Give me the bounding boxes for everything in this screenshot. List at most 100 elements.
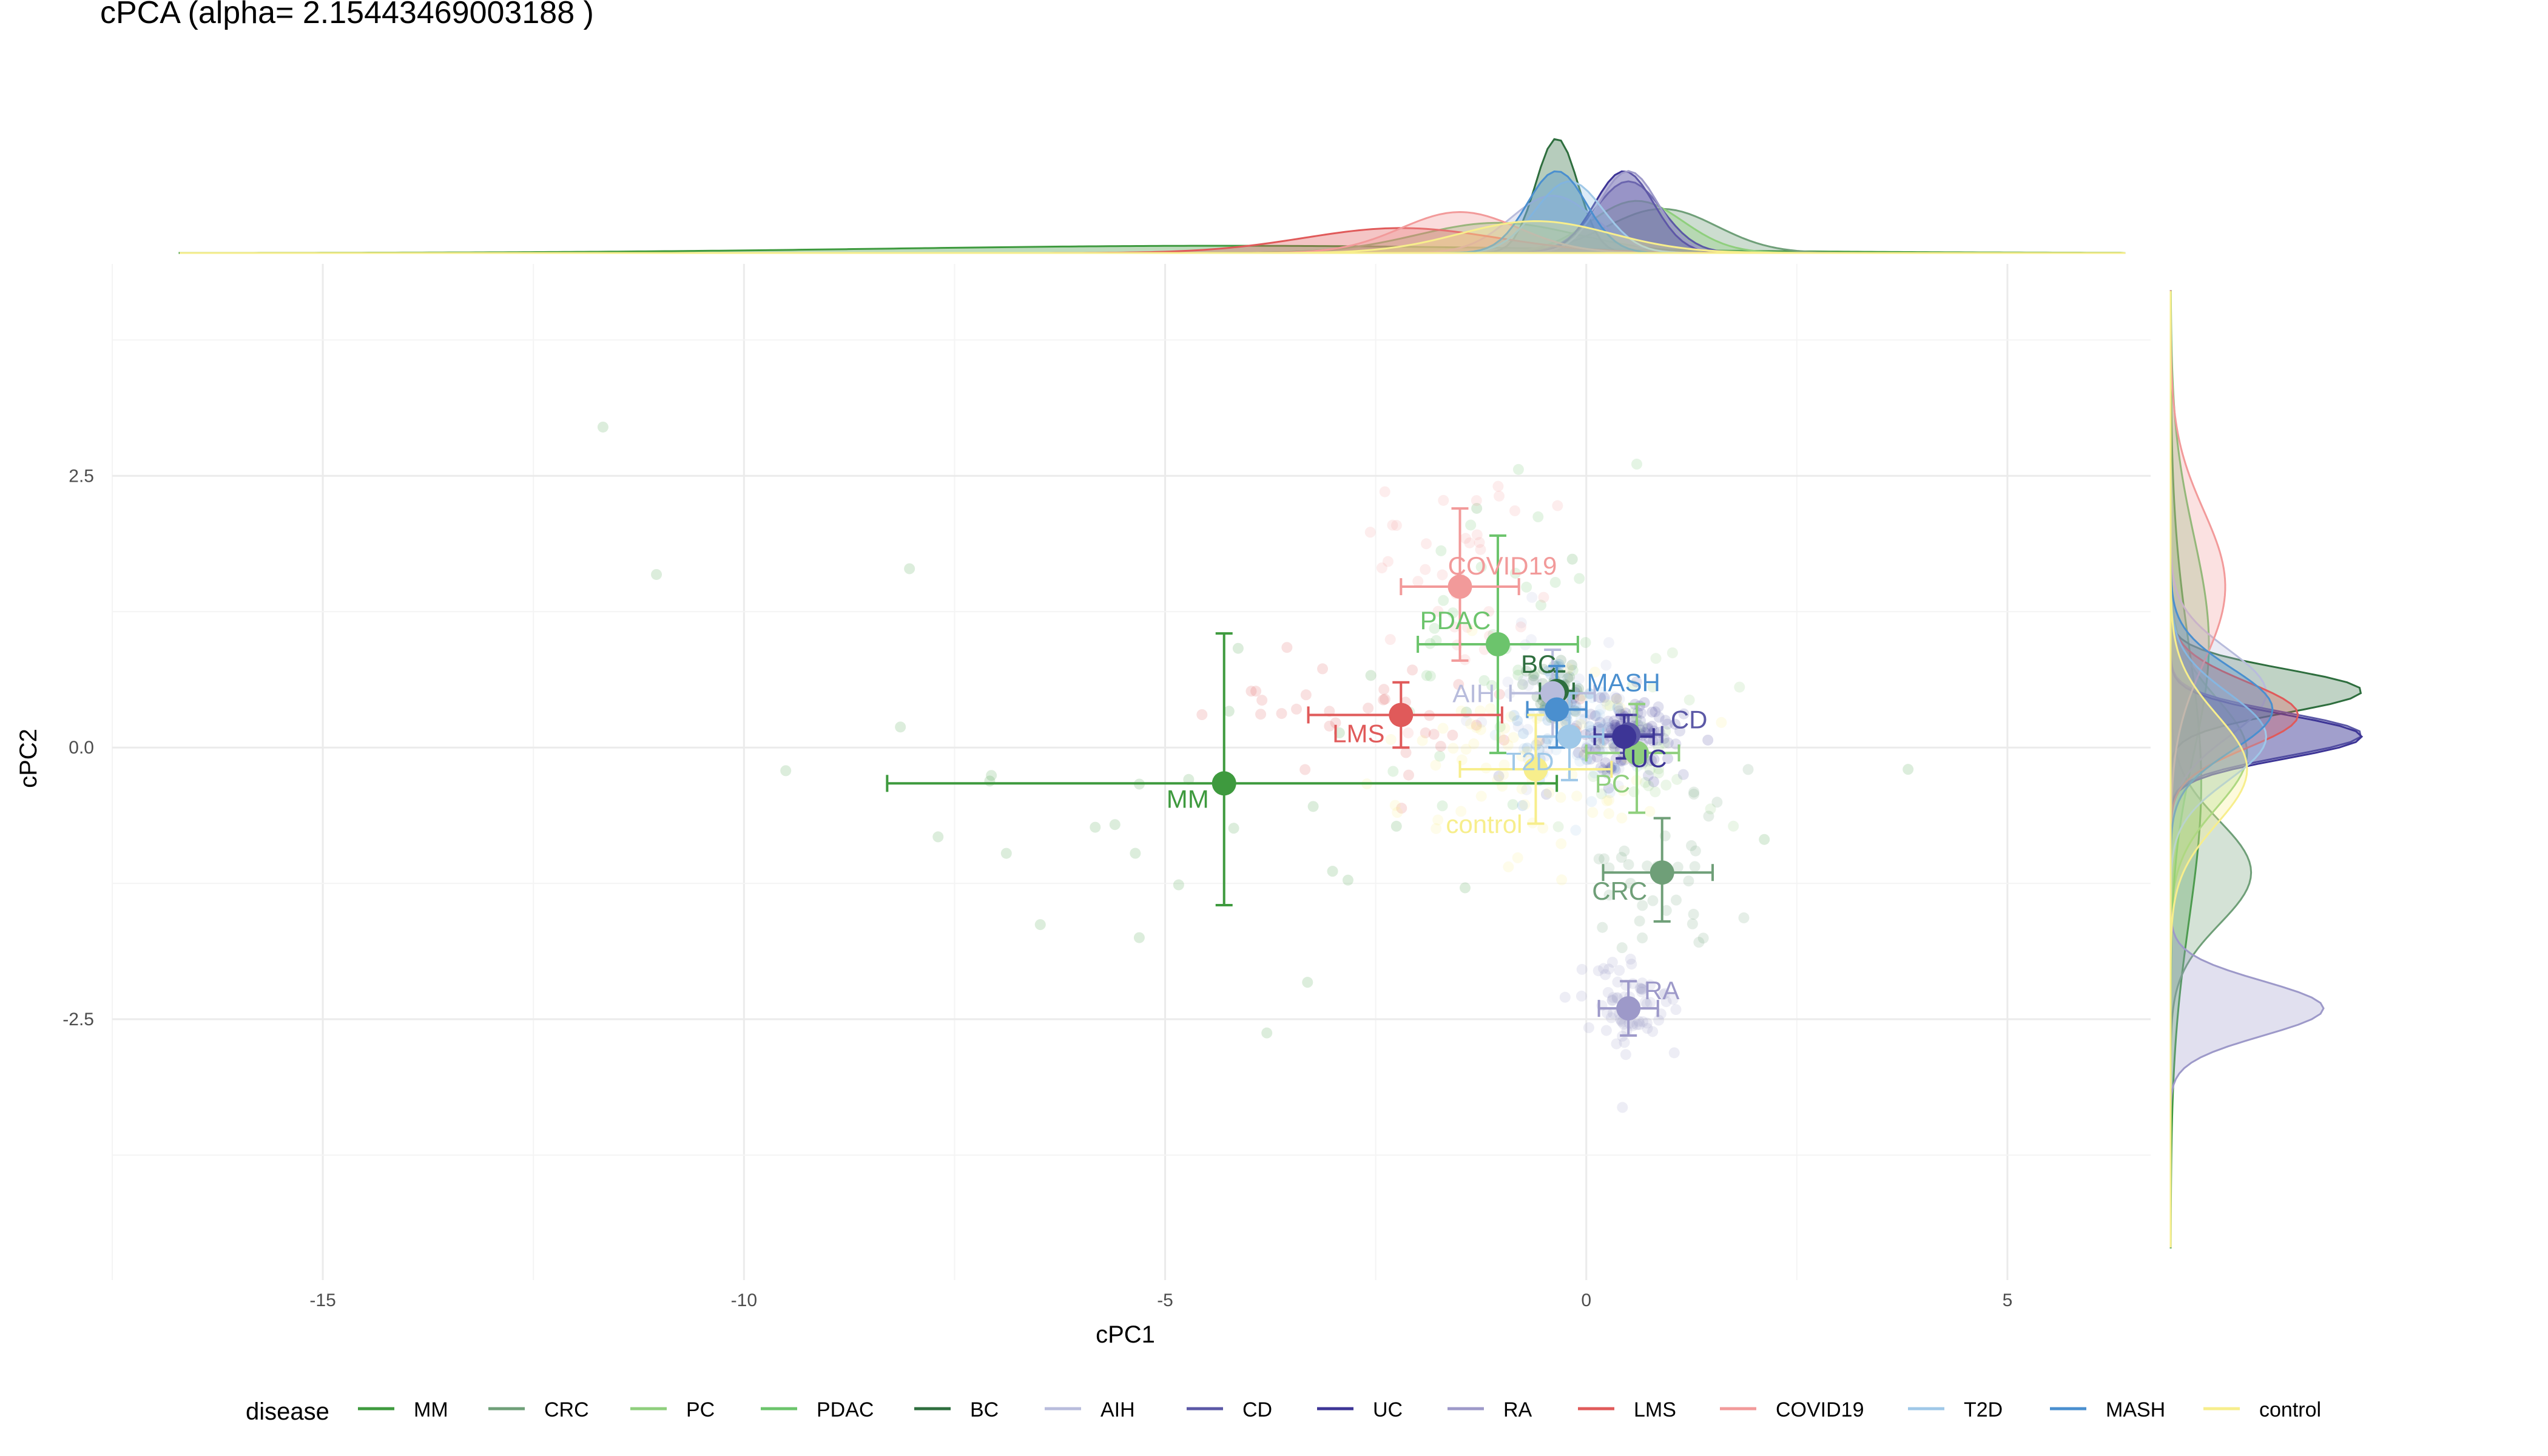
legend-item-bc: BC <box>914 1398 999 1421</box>
data-point <box>1438 595 1449 606</box>
data-point <box>1604 700 1616 712</box>
data-point <box>1543 787 1555 798</box>
data-point <box>1579 747 1591 759</box>
data-point <box>1613 763 1625 775</box>
data-point <box>1657 989 1669 1000</box>
data-point <box>1498 759 1510 770</box>
data-point <box>1612 703 1623 714</box>
data-point <box>1378 684 1390 695</box>
data-point <box>1602 986 1614 998</box>
x-tick-label: -10 <box>731 1290 757 1310</box>
legend-item-crc: CRC <box>488 1398 589 1421</box>
data-point <box>1671 774 1683 785</box>
data-point <box>1521 581 1532 593</box>
data-point <box>1616 942 1628 954</box>
data-point <box>1523 680 1534 692</box>
data-point <box>1300 689 1312 701</box>
data-point <box>1587 737 1599 749</box>
data-point <box>1585 753 1596 765</box>
data-point <box>1255 709 1267 720</box>
data-point <box>1387 766 1399 777</box>
data-point <box>1261 1027 1273 1039</box>
data-point <box>1633 1016 1645 1027</box>
data-point <box>904 563 915 575</box>
data-point <box>1589 710 1601 721</box>
data-point <box>1387 519 1398 531</box>
top-marginal-density <box>178 138 2126 254</box>
centroid-label-uc: UC <box>1630 744 1667 772</box>
data-point <box>1396 803 1407 814</box>
data-point <box>1650 786 1661 798</box>
top-density-uc <box>180 170 2126 254</box>
data-point <box>1634 982 1646 994</box>
data-point <box>1612 976 1623 988</box>
centroid-mash <box>1545 697 1569 722</box>
data-point <box>1607 1007 1619 1019</box>
data-point <box>1532 511 1544 522</box>
data-point <box>1670 1004 1682 1016</box>
data-point <box>1607 992 1619 1003</box>
centroid-markers <box>1212 575 1674 1021</box>
data-point <box>1608 715 1620 727</box>
data-point <box>1502 740 1514 751</box>
data-point <box>1660 780 1672 791</box>
data-point <box>1605 1012 1617 1023</box>
data-point <box>1420 727 1431 739</box>
data-point <box>1512 715 1523 726</box>
data-point <box>1555 838 1567 849</box>
data-point <box>1573 683 1585 695</box>
data-point <box>1574 693 1586 705</box>
data-point <box>1616 812 1628 824</box>
data-point <box>1435 741 1446 752</box>
data-point <box>1330 717 1341 729</box>
data-point <box>1653 741 1664 753</box>
data-point <box>1483 606 1495 618</box>
data-point <box>1518 743 1530 754</box>
data-point <box>1644 764 1656 775</box>
centroid-label-pdac: PDAC <box>1420 606 1491 635</box>
centroid-label-covid19: COVID19 <box>1448 551 1557 580</box>
data-point <box>1662 737 1674 749</box>
data-point <box>1324 720 1335 732</box>
centroid-label-aih: AIH <box>1452 679 1495 708</box>
data-point <box>1611 693 1622 704</box>
data-point <box>1653 712 1665 723</box>
data-point <box>1642 770 1654 781</box>
data-point <box>1521 784 1532 795</box>
data-point <box>1738 912 1750 923</box>
data-point <box>1291 703 1303 715</box>
legend-label: LMS <box>1634 1398 1676 1421</box>
legend-label: control <box>2259 1398 2321 1421</box>
legend-label: RA <box>1503 1398 1532 1421</box>
data-point <box>1693 937 1705 948</box>
data-point <box>1522 724 1534 735</box>
data-point <box>1498 769 1509 780</box>
data-point <box>1498 734 1510 746</box>
grid-lines <box>112 264 2151 1280</box>
data-point <box>1302 977 1313 988</box>
legend-item-lms: LMS <box>1578 1398 1676 1421</box>
data-point <box>1465 519 1477 531</box>
error-bars <box>886 507 1714 1037</box>
data-point <box>1503 861 1514 872</box>
data-point <box>1647 1026 1659 1037</box>
legend-label: PC <box>686 1398 715 1421</box>
data-point <box>1584 721 1596 732</box>
data-point <box>1660 715 1671 726</box>
legend-item-mm: MM <box>358 1398 448 1421</box>
data-point <box>1602 715 1614 727</box>
data-point <box>1637 900 1648 911</box>
data-point <box>1623 859 1634 871</box>
legend-item-control: control <box>2203 1398 2321 1421</box>
data-point <box>1430 760 1441 771</box>
data-point <box>1650 706 1661 718</box>
data-point <box>1641 1017 1653 1029</box>
data-point <box>1508 710 1520 721</box>
data-point <box>1603 783 1614 794</box>
data-point <box>1611 1038 1622 1050</box>
data-point <box>1000 848 1012 859</box>
data-point <box>651 568 662 580</box>
data-point <box>1571 749 1583 761</box>
